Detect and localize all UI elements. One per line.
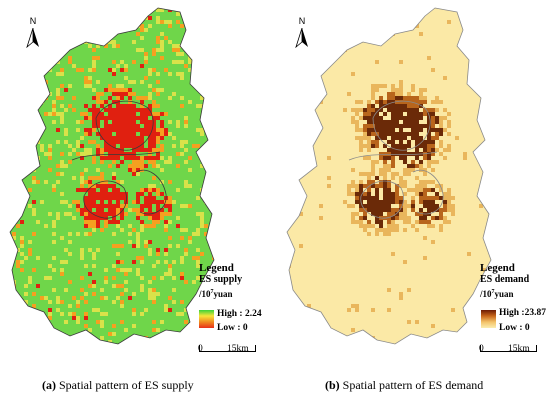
scale-end: 15km xyxy=(227,344,249,354)
north-arrow: N xyxy=(291,16,313,50)
supply-map xyxy=(9,7,215,345)
scale-zero: 0 xyxy=(198,344,203,354)
district-boundary xyxy=(83,180,127,219)
supply-color-ramp xyxy=(199,310,214,328)
legend-title: Legend xyxy=(480,262,515,274)
district-boundary xyxy=(372,100,431,151)
district-boundary xyxy=(95,100,154,151)
scale-end: 15km xyxy=(508,344,530,354)
scale-bar: 0 15km xyxy=(198,344,269,357)
legend-title: Legend xyxy=(199,262,234,274)
north-letter: N xyxy=(29,16,37,26)
legend-item: ES supply xyxy=(199,274,243,285)
caption-b: (b) Spatial pattern of ES demand xyxy=(325,378,484,392)
legend-high-label: High :23.87 xyxy=(499,308,546,318)
demand-map xyxy=(286,7,492,345)
district-boundary xyxy=(360,180,404,219)
supply-map-panel: N Legend ES supply /107yuan High : 2.24 … xyxy=(9,7,269,392)
demand-legend: Legend ES demand /107yuan xyxy=(480,262,529,300)
district-boundary xyxy=(412,169,444,215)
legend-item: ES demand xyxy=(480,274,530,285)
scale-zero: 0 xyxy=(479,344,484,354)
north-arrow-icon xyxy=(26,28,39,48)
legend-unit: /107yuan xyxy=(199,289,233,299)
legend-high-label: High : 2.24 xyxy=(217,309,262,319)
demand-color-ramp xyxy=(481,310,496,328)
demand-map-panel: N Legend ES demand /107yuan High :23.87 … xyxy=(275,0,550,400)
caption-a: (a) Spatial pattern of ES supply xyxy=(42,378,194,392)
scale-bar: 0 15km xyxy=(479,344,544,357)
north-arrow-icon xyxy=(295,28,308,48)
north-letter: N xyxy=(298,16,306,26)
supply-legend: Legend ES supply /107yuan xyxy=(199,262,242,300)
district-boundary xyxy=(71,151,161,161)
district-boundary xyxy=(135,169,167,215)
north-arrow: N xyxy=(22,16,44,50)
legend-low-label: Low : 0 xyxy=(499,323,530,333)
study-area-outline xyxy=(9,7,215,345)
legend-unit: /107yuan xyxy=(480,289,514,299)
district-boundary xyxy=(348,151,438,161)
study-area-outline xyxy=(286,7,492,345)
legend-low-label: Low : 0 xyxy=(217,323,248,333)
